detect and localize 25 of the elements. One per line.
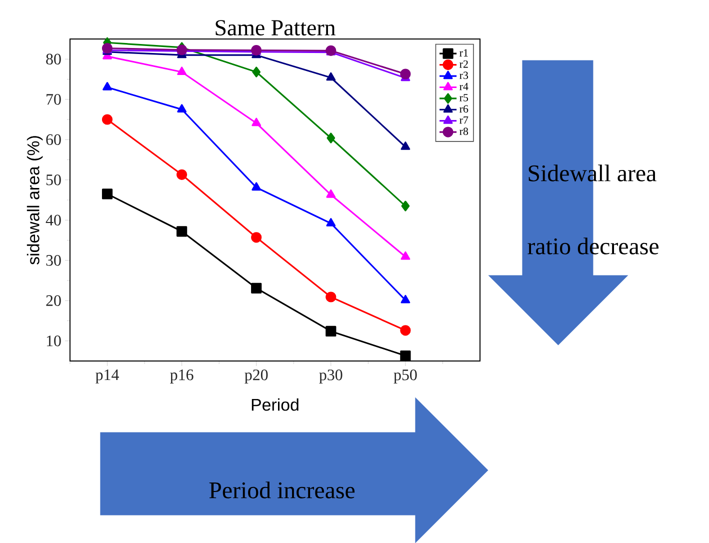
x-tick-label: p50 bbox=[394, 370, 417, 384]
chart-title: Same Pattern bbox=[216, 20, 336, 36]
y-tick-label: 70 bbox=[46, 94, 61, 105]
legend-label: r1 bbox=[460, 49, 468, 56]
y-tick-label: 40 bbox=[46, 214, 61, 226]
y-tick-label: 20 bbox=[46, 295, 61, 306]
x-axis-title: Period bbox=[252, 398, 298, 411]
x-tick-label: p30 bbox=[319, 370, 342, 384]
legend-label: r4 bbox=[460, 82, 468, 90]
y-tick-label: 50 bbox=[46, 174, 61, 186]
x-tick-label: p16 bbox=[170, 370, 194, 384]
y-tick-label: 30 bbox=[46, 255, 61, 266]
y-axis-title: sidewall area (%) bbox=[26, 136, 43, 264]
x-tick-label: p20 bbox=[244, 370, 268, 384]
text: Period increase bbox=[209, 482, 355, 498]
legend-label: r5 bbox=[460, 94, 468, 102]
legend-label: r7 bbox=[460, 116, 468, 124]
x-tick-label: p14 bbox=[96, 370, 119, 384]
legend-label: r2 bbox=[460, 60, 468, 68]
legend-label: r3 bbox=[460, 72, 468, 80]
y-tick-label: 60 bbox=[46, 134, 61, 145]
y-tick-label: 10 bbox=[46, 336, 61, 346]
legend-label: r8 bbox=[460, 128, 468, 136]
legend-label: r6 bbox=[460, 105, 468, 113]
y-tick-label: 80 bbox=[46, 54, 61, 64]
